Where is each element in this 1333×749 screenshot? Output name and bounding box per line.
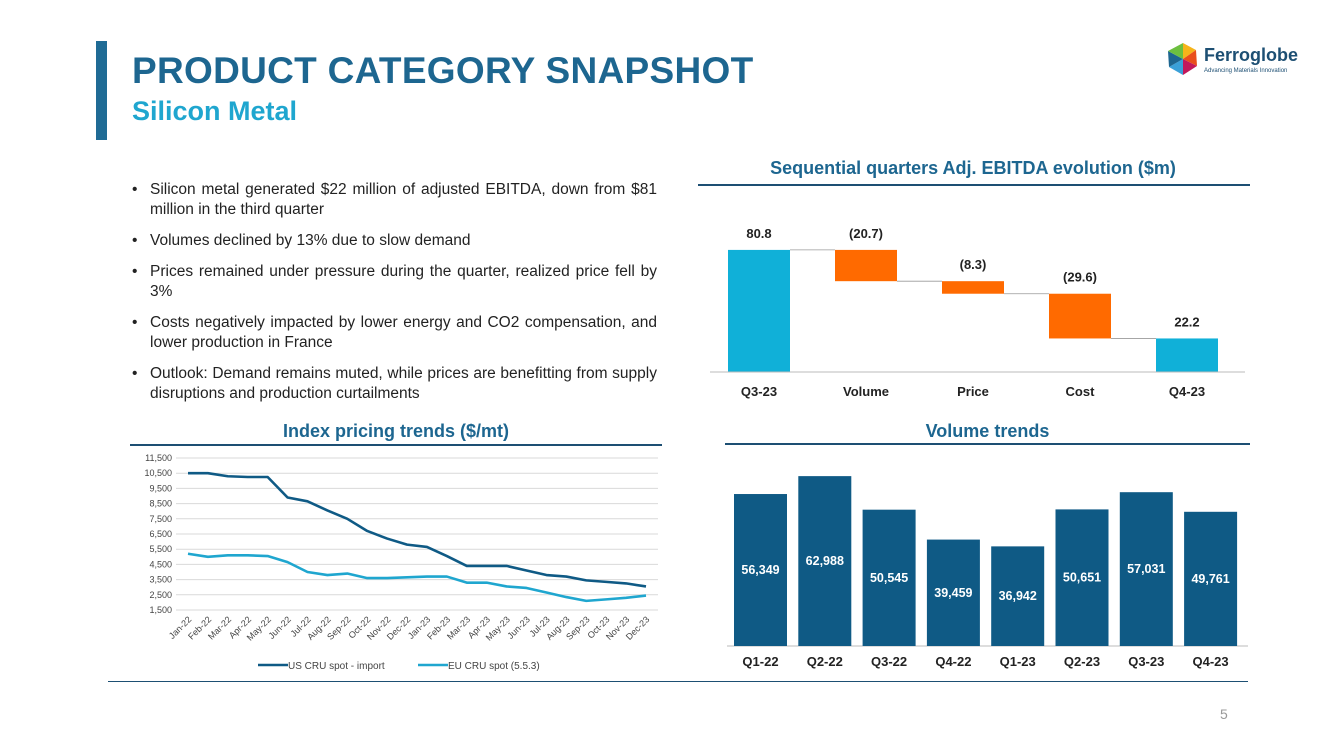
legend-label: EU CRU spot (5.5.3) <box>448 661 540 672</box>
waterfall-data-label: (29.6) <box>1063 270 1097 285</box>
volume-bar <box>1055 509 1109 646</box>
bullet-item: Outlook: Demand remains muted, while pri… <box>132 364 657 404</box>
volume-category-label: Q3-23 <box>1128 654 1164 669</box>
ferroglobe-logo: Ferroglobe Advancing Materials Innovatio… <box>1166 42 1306 78</box>
waterfall-data-label: (20.7) <box>849 226 883 241</box>
line-y-tick-label: 9,500 <box>149 483 172 493</box>
volume-category-label: Q1-22 <box>742 654 778 669</box>
line-title-rule <box>130 444 662 446</box>
volume-category-label: Q3-22 <box>871 654 907 669</box>
volume-category-label: Q2-22 <box>807 654 843 669</box>
volume-bar-chart: 56,349 Q1-22 62,988 Q2-22 50,545 Q3-22 39,459 Q… <box>727 476 1248 669</box>
volume-bar <box>991 546 1045 646</box>
line-y-tick-label: 5,500 <box>149 544 172 554</box>
waterfall-data-label: (8.3) <box>960 257 987 272</box>
page-title: PRODUCT CATEGORY SNAPSHOT <box>132 50 754 91</box>
volume-data-label: 36,942 <box>999 589 1037 603</box>
line-x-tick-label: Jun-22 <box>266 614 293 641</box>
waterfall-category-label: Volume <box>843 384 889 399</box>
line-y-tick-label: 3,500 <box>149 575 172 585</box>
line-chart: 11,500 10,500 9,500 8,500 7,500 6,500 5,500 4,5… <box>144 453 658 672</box>
volume-bar <box>926 539 980 646</box>
volume-category-label: Q4-22 <box>935 654 971 669</box>
footer-rule <box>108 681 1248 682</box>
line-x-tick-label: Jun-23 <box>505 614 532 641</box>
volume-data-label: 56,349 <box>741 563 779 577</box>
waterfall-data-label: 80.8 <box>746 226 771 241</box>
volume-bar <box>1119 492 1173 646</box>
waterfall-chart: 80.8 Q3-23 (20.7) Volume (8.3) Price (29.6) Cos… <box>710 226 1245 399</box>
waterfall-category-label: Q4-23 <box>1169 384 1205 399</box>
legend-label: US CRU spot - import <box>288 661 385 672</box>
bullet-item: Costs negatively impacted by lower energ… <box>132 313 657 353</box>
volume-data-label: 39,459 <box>934 586 972 600</box>
page-number: 5 <box>1220 706 1228 722</box>
line-chart-title: Index pricing trends ($/mt) <box>282 421 510 441</box>
line-y-tick-label: 10,500 <box>144 468 172 478</box>
title-accent-bar <box>96 41 107 140</box>
bullet-item: Prices remained under pressure during th… <box>132 262 657 302</box>
line-y-tick-label: 2,500 <box>149 590 172 600</box>
logo-tagline: Advancing Materials Innovation <box>1204 68 1288 74</box>
volume-category-label: Q4-23 <box>1193 654 1229 669</box>
waterfall-category-label: Price <box>957 384 989 399</box>
line-y-tick-label: 4,500 <box>149 559 172 569</box>
volume-bar <box>1184 511 1238 646</box>
waterfall-category-label: Cost <box>1066 384 1096 399</box>
waterfall-title-rule <box>698 184 1250 186</box>
waterfall-category-label: Q3-23 <box>741 384 777 399</box>
waterfall-bar <box>728 249 790 372</box>
bullet-list: Silicon metal generated $22 million of a… <box>132 180 657 415</box>
waterfall-bar <box>835 249 897 282</box>
volume-data-label: 62,988 <box>806 554 844 568</box>
bullet-item: Silicon metal generated $22 million of a… <box>132 180 657 220</box>
volume-category-label: Q1-23 <box>1000 654 1036 669</box>
volume-bar <box>734 494 787 646</box>
volume-data-label: 50,651 <box>1063 571 1101 585</box>
volume-category-label: Q2-23 <box>1064 654 1100 669</box>
line-series-us-cru <box>188 471 647 588</box>
waterfall-bar <box>1156 338 1218 372</box>
volume-data-label: 49,761 <box>1191 572 1229 586</box>
bullet-item: Volumes declined by 13% due to slow dema… <box>132 231 657 251</box>
logo-name: Ferroglobe <box>1204 45 1299 65</box>
volume-bar <box>862 509 916 646</box>
line-y-tick-label: 11,500 <box>145 453 172 463</box>
volume-data-label: 57,031 <box>1127 562 1165 576</box>
waterfall-chart-title: Sequential quarters Adj. EBITDA evolutio… <box>770 158 1176 178</box>
line-y-tick-label: 1,500 <box>149 605 172 615</box>
waterfall-bar <box>942 281 1004 294</box>
volume-title-rule <box>725 443 1250 445</box>
line-series-eu-cru <box>187 552 647 603</box>
volume-chart-title: Volume trends <box>925 421 1050 441</box>
logo-globe-icon <box>1168 43 1197 75</box>
line-y-tick-label: 6,500 <box>149 529 172 539</box>
page-subtitle: Silicon Metal <box>132 96 298 126</box>
volume-data-label: 50,545 <box>870 571 908 585</box>
line-y-tick-label: 8,500 <box>149 499 172 509</box>
volume-bar <box>798 476 852 646</box>
waterfall-data-label: 22.2 <box>1174 314 1199 329</box>
line-y-tick-label: 7,500 <box>149 514 172 524</box>
waterfall-bar <box>1049 293 1111 339</box>
